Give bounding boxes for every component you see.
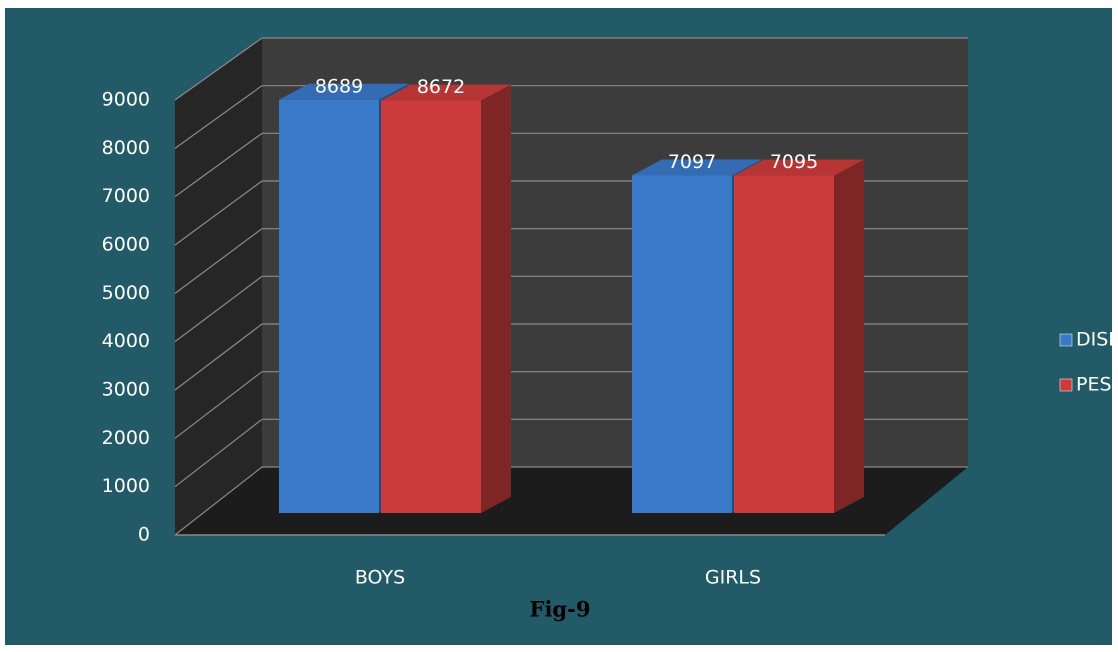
value-label: 7095 bbox=[770, 151, 818, 173]
bar-top bbox=[632, 159, 762, 176]
grid-line bbox=[174, 180, 263, 246]
y-tick-label: 0 bbox=[138, 524, 150, 546]
y-tick-label: 8000 bbox=[102, 137, 150, 159]
grid-line bbox=[174, 37, 263, 101]
grid-line bbox=[174, 132, 263, 198]
bar-top bbox=[279, 83, 409, 100]
y-tick-label: 4000 bbox=[102, 330, 150, 352]
bar bbox=[279, 99, 379, 513]
side-wall bbox=[175, 38, 262, 535]
grid-line bbox=[174, 228, 263, 294]
grid-line bbox=[174, 418, 263, 488]
bar bbox=[381, 100, 481, 514]
legend-label: DISE bbox=[1076, 329, 1118, 351]
value-label: 8689 bbox=[315, 75, 363, 97]
y-tick-label: 2000 bbox=[102, 427, 150, 449]
y-tick-label: 5000 bbox=[102, 282, 150, 304]
y-tick-label: 1000 bbox=[102, 475, 150, 497]
bar-top bbox=[734, 159, 864, 176]
caption: Fig-9 bbox=[530, 597, 591, 622]
y-tick-label: 7000 bbox=[102, 185, 150, 207]
grid-line bbox=[174, 371, 263, 439]
y-tick-label: 6000 bbox=[102, 234, 150, 256]
bar-top bbox=[381, 84, 511, 101]
legend-label: PES bbox=[1076, 374, 1112, 396]
grid-line bbox=[174, 275, 263, 343]
legend-swatch bbox=[1059, 378, 1073, 392]
x-tick-label: BOYS bbox=[355, 567, 405, 589]
value-label: 7097 bbox=[668, 151, 716, 173]
bar-side bbox=[481, 84, 511, 514]
y-tick-label: 9000 bbox=[102, 89, 150, 111]
grid-line bbox=[174, 323, 263, 391]
bar bbox=[632, 175, 732, 513]
value-label: 8672 bbox=[417, 76, 465, 98]
y-tick-label: 3000 bbox=[102, 379, 150, 401]
legend-swatch bbox=[1059, 333, 1073, 347]
bar bbox=[734, 175, 834, 514]
grid-line bbox=[174, 466, 263, 536]
grid-line bbox=[174, 85, 263, 149]
bar-side bbox=[834, 159, 864, 514]
x-tick-label: GIRLS bbox=[705, 567, 761, 589]
